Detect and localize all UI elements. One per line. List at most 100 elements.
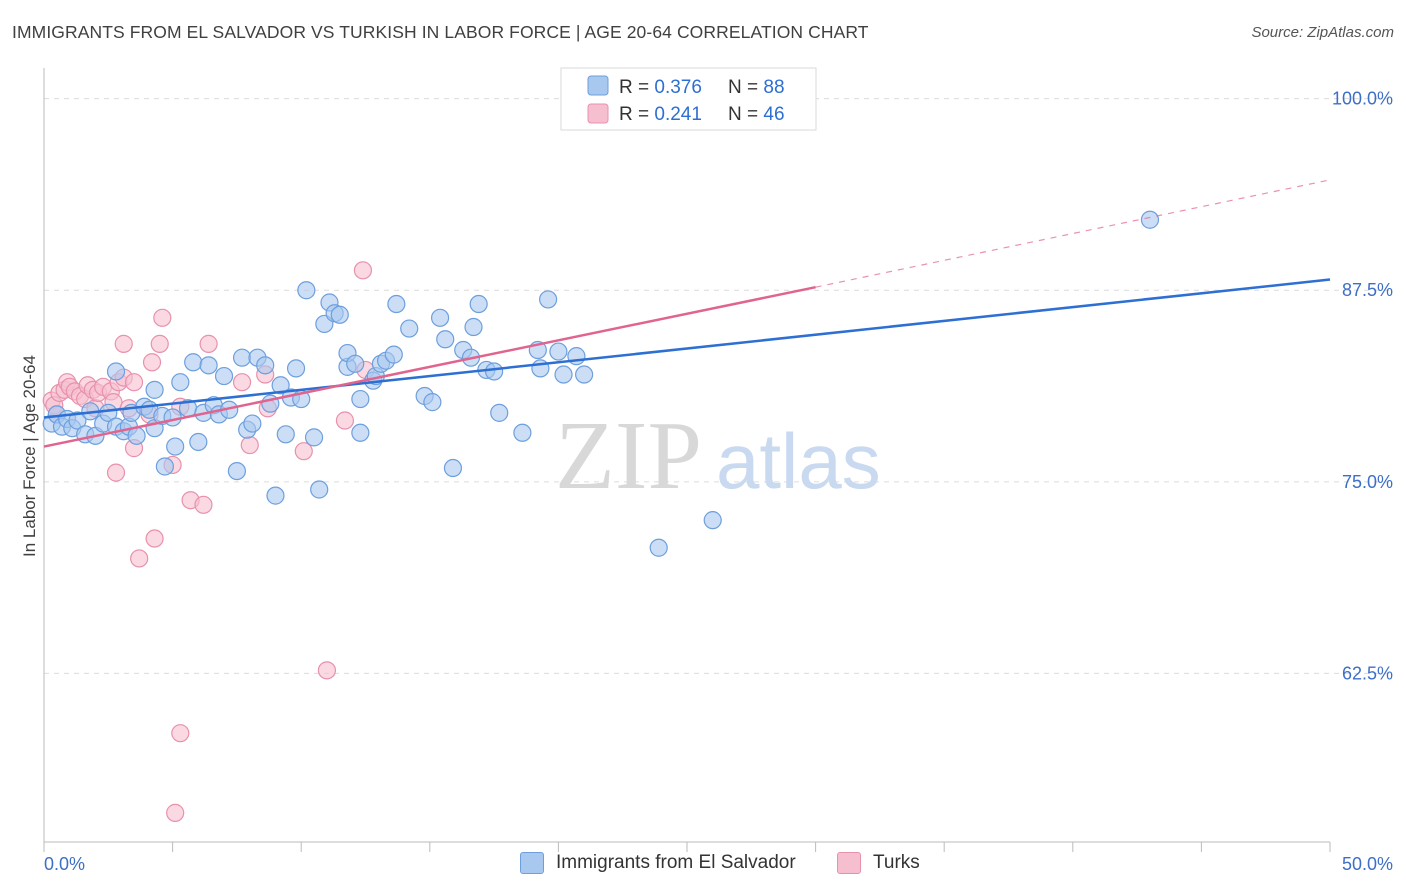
legend-r-value-2: 0.241	[654, 104, 702, 125]
y-tick-label: 62.5%	[1342, 663, 1393, 683]
y-tick-label: 75.0%	[1342, 472, 1393, 492]
legend-r-label-2: R =	[619, 104, 654, 125]
el-salvador-point	[232, 348, 252, 367]
legend-swatch-turks	[587, 103, 609, 124]
turks-point	[166, 803, 185, 822]
chart-source: Source: ZipAtlas.com	[1251, 24, 1394, 41]
el-salvador-point	[464, 317, 483, 337]
el-salvador-point	[271, 376, 290, 395]
el-salvador-point	[436, 330, 455, 349]
legend-bottom: Immigrants from El Salvador Turks	[0, 852, 1406, 878]
el-salvador-point	[184, 353, 203, 372]
turks-point	[130, 549, 149, 568]
el-salvador-point	[155, 457, 174, 476]
turks-point	[153, 308, 172, 327]
watermark-zip: ZIP	[555, 402, 702, 510]
turks-point	[199, 334, 218, 353]
el-salvador-point	[539, 290, 558, 309]
el-salvador-point	[513, 423, 532, 442]
el-salvador-point	[286, 359, 306, 378]
tick-labels: 62.5% 75.0% 87.5% 100.0% 0.0% 50.0%	[44, 89, 1393, 874]
turks-point	[142, 353, 162, 372]
el-salvador-point	[400, 319, 419, 338]
el-salvador-point	[163, 408, 182, 427]
el-salvador-point	[266, 486, 285, 505]
chart-title: IMMIGRANTS FROM EL SALVADOR VS TURKISH I…	[12, 22, 869, 42]
turks-points	[42, 84, 815, 822]
el-salvador-point	[387, 294, 406, 314]
el-salvador-point	[297, 281, 316, 300]
el-salvador-point	[256, 356, 275, 375]
el-salvador-point	[171, 373, 190, 392]
legend-stats: R = 0.376 N = 88 R = 0.241 N = 46	[560, 67, 817, 131]
svg-text:R = 0.376: R = 0.376	[619, 77, 702, 98]
el-salvador-point	[330, 305, 349, 324]
legend-n-label-2: N =	[728, 104, 763, 125]
watermark: ZIP atlas	[555, 402, 881, 510]
svg-text:N = 88: N = 88	[728, 77, 785, 98]
el-salvador-point	[166, 437, 185, 456]
el-salvador-point	[490, 403, 509, 422]
el-salvador-point	[703, 511, 722, 530]
y-axis-label: In Labor Force | Age 20-64	[20, 355, 39, 557]
el-salvador-point	[549, 342, 568, 361]
turks-point	[317, 661, 337, 680]
turks-point	[240, 435, 259, 455]
el-salvador-point	[485, 362, 504, 381]
turks-point	[232, 373, 252, 392]
legend-n-value-2: 46	[763, 104, 784, 125]
el-salvador-point	[243, 414, 262, 433]
el-salvador-point	[469, 294, 488, 314]
el-salvador-point	[199, 356, 218, 375]
el-salvador-point	[430, 308, 450, 327]
el-salvador-point	[351, 423, 370, 442]
el-salvador-point	[68, 411, 87, 430]
el-salvador-point	[384, 345, 403, 364]
legend-swatch-el-salvador	[587, 75, 609, 96]
x-tick-label: 50.0%	[1342, 854, 1393, 874]
legend-label-turks: Turks	[873, 852, 920, 873]
turks-point	[145, 529, 164, 548]
legend-n-value-1: 88	[763, 77, 784, 98]
legend-swatch-pink	[837, 852, 861, 874]
trendlines	[43, 179, 1331, 448]
legend-n-label-1: N =	[728, 77, 763, 98]
legend-r-label-1: R =	[619, 77, 654, 98]
el-salvador-point	[575, 365, 594, 384]
el-salvador-point	[1140, 210, 1160, 229]
gridlines	[44, 98, 1390, 674]
el-salvador-point	[99, 403, 118, 422]
el-salvador-point	[214, 366, 234, 386]
el-salvador-point	[649, 538, 668, 557]
watermark-atlas: atlas	[716, 417, 881, 505]
turks-point	[194, 495, 213, 514]
turks-point	[124, 373, 144, 392]
turks-point	[171, 724, 190, 743]
legend-item-turks: Turks	[837, 852, 920, 874]
legend-item-el-salvador: Immigrants from El Salvador	[520, 852, 796, 874]
y-tick-label: 100.0%	[1332, 89, 1393, 109]
trendline-turks	[43, 285, 816, 448]
axes	[43, 68, 1331, 852]
el-salvador-point	[276, 425, 295, 444]
svg-text:R = 0.241: R = 0.241	[619, 104, 702, 125]
el-salvador-point	[106, 362, 126, 381]
el-salvador-point	[443, 458, 463, 478]
turks-point	[106, 463, 126, 482]
el-salvador-point	[351, 389, 370, 409]
turks-point	[294, 442, 313, 461]
y-tick-label: 87.5%	[1342, 280, 1393, 300]
el-salvador-point	[189, 432, 208, 452]
trendline-turks-extension	[815, 179, 1331, 288]
el-salvador-point	[423, 393, 442, 412]
el-salvador-point	[346, 354, 365, 373]
legend-swatch-blue	[520, 852, 544, 874]
trendline-el-salvador	[43, 278, 1331, 419]
svg-text:N = 46: N = 46	[728, 104, 785, 125]
x-tick-label: 0.0%	[44, 854, 85, 874]
legend-r-value-1: 0.376	[654, 77, 702, 98]
el-salvador-point	[310, 480, 329, 499]
el-salvador-point	[554, 365, 573, 384]
turks-point	[150, 334, 169, 353]
